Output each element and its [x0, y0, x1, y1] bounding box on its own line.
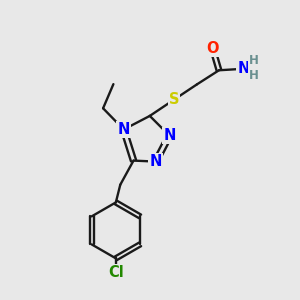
- Text: O: O: [206, 41, 219, 56]
- Text: N: N: [163, 128, 176, 143]
- Text: N: N: [237, 61, 250, 76]
- Text: H: H: [249, 54, 259, 67]
- Text: H: H: [249, 69, 259, 82]
- Text: S: S: [169, 92, 179, 107]
- Text: N: N: [150, 154, 162, 169]
- Text: Cl: Cl: [108, 265, 124, 280]
- Text: N: N: [118, 122, 130, 137]
